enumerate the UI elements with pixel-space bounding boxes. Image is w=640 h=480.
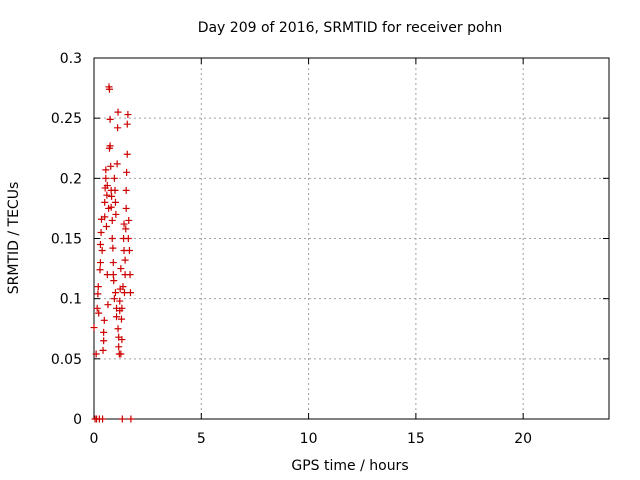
data-point — [110, 277, 118, 285]
data-points — [90, 83, 135, 423]
data-point — [103, 271, 111, 279]
data-point — [122, 204, 130, 212]
y-tick-label: 0.1 — [60, 292, 82, 308]
data-point — [99, 346, 107, 354]
data-point — [122, 186, 130, 194]
data-point — [90, 324, 98, 332]
data-point — [111, 198, 119, 206]
data-point — [120, 289, 128, 297]
data-point — [102, 222, 110, 230]
x-tick-label: 15 — [407, 431, 425, 447]
data-point — [107, 203, 115, 211]
y-tick-label: 0.05 — [51, 352, 82, 368]
data-point — [122, 225, 130, 233]
data-point — [117, 265, 125, 273]
data-point — [115, 343, 123, 351]
data-point — [106, 142, 114, 150]
data-point — [112, 210, 120, 218]
x-tick-label: 10 — [300, 431, 318, 447]
data-point — [113, 160, 121, 168]
data-point — [127, 415, 135, 423]
data-point — [103, 182, 111, 190]
data-point — [126, 289, 134, 297]
data-point — [96, 241, 104, 249]
plot-frame — [93, 57, 610, 420]
data-point — [108, 216, 116, 224]
data-point — [117, 350, 125, 358]
data-point — [94, 283, 102, 291]
data-point — [94, 290, 102, 298]
data-point — [109, 244, 117, 252]
data-point — [114, 325, 122, 333]
y-tick-label: 0.15 — [51, 232, 82, 248]
data-point — [121, 256, 129, 264]
data-point — [96, 259, 104, 267]
data-point — [110, 295, 118, 303]
data-point — [123, 120, 131, 128]
data-point — [120, 220, 128, 228]
data-point — [126, 271, 134, 279]
data-point — [118, 336, 126, 344]
data-point — [95, 309, 103, 317]
data-point — [123, 168, 131, 176]
data-point — [113, 313, 121, 321]
data-point — [102, 166, 110, 174]
x-axis-label: GPS time / hours — [291, 458, 408, 474]
data-point — [105, 85, 113, 93]
data-point — [125, 216, 133, 224]
data-point — [96, 266, 104, 274]
data-point — [101, 213, 109, 221]
data-point — [98, 247, 106, 255]
y-tick-label: 0.3 — [60, 51, 82, 67]
data-point — [106, 115, 114, 123]
data-point — [114, 108, 122, 116]
data-point — [92, 350, 100, 358]
data-point — [119, 283, 127, 291]
y-tick-label: 0.25 — [51, 111, 82, 127]
data-point — [93, 304, 101, 312]
grid — [94, 58, 609, 419]
data-point — [97, 228, 105, 236]
data-point — [118, 415, 126, 423]
ticks: 0 5 10 15 20 0 0.05 0.1 0.15 0.2 0.25 0.3 — [51, 51, 609, 447]
data-point — [111, 289, 119, 297]
data-point — [109, 259, 117, 267]
data-point — [100, 337, 108, 345]
data-point — [101, 198, 109, 206]
data-point — [100, 316, 108, 324]
data-point — [99, 415, 107, 423]
data-point — [107, 162, 115, 170]
y-axis-label: SRMTID / TECUs — [6, 182, 22, 295]
data-point — [102, 174, 110, 182]
data-point — [110, 174, 118, 182]
y-tick-label: 0.2 — [60, 171, 82, 187]
y-tick-label: 0 — [73, 412, 82, 428]
data-point — [109, 271, 117, 279]
data-point — [108, 192, 116, 200]
x-tick-label: 20 — [514, 431, 532, 447]
x-tick-label: 0 — [90, 431, 99, 447]
data-point — [123, 150, 131, 158]
data-point — [125, 247, 133, 255]
data-point — [118, 304, 126, 312]
data-point — [117, 315, 125, 323]
x-tick-label: 5 — [197, 431, 206, 447]
chart-title: Day 209 of 2016, SRMTID for receiver poh… — [198, 20, 503, 36]
data-point — [114, 124, 122, 132]
data-point — [111, 186, 119, 194]
data-point — [104, 301, 112, 309]
data-point — [108, 235, 116, 242]
data-point — [100, 328, 108, 336]
data-point — [116, 297, 124, 305]
data-point — [124, 111, 132, 119]
data-point — [103, 191, 111, 199]
data-point — [124, 235, 132, 242]
